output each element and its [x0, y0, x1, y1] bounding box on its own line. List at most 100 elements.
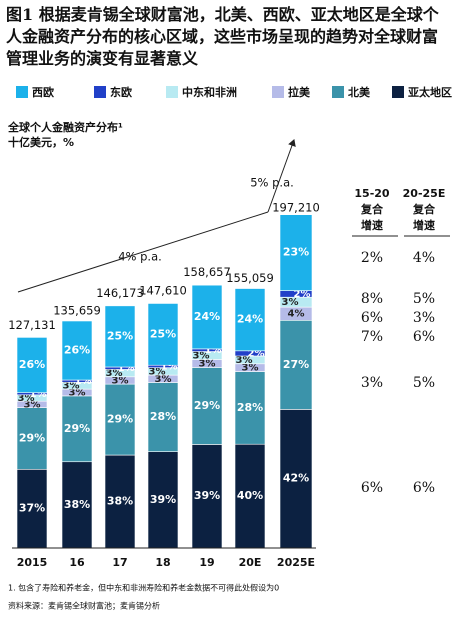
table-header: 复合 [412, 202, 436, 216]
legend-swatch [16, 86, 28, 98]
data-label: 2% [294, 289, 311, 300]
bar-segment [279, 214, 313, 291]
x-tick-label: 20E [239, 556, 262, 569]
data-label: 3% [69, 388, 86, 399]
bar-segment [234, 371, 266, 445]
table-header: 20-25E [403, 187, 446, 200]
table-cell: 2% [361, 250, 383, 266]
data-label: 26% [19, 358, 45, 371]
data-label: 42% [283, 472, 309, 485]
data-label: 3% [155, 374, 172, 385]
data-label: 29% [19, 431, 45, 444]
table-cell: 4% [413, 250, 435, 266]
table-header: 增速 [361, 218, 383, 232]
data-label: 29% [107, 413, 133, 426]
data-label: 4% [288, 309, 305, 320]
table-cell: 6% [361, 310, 383, 326]
data-label: 28% [150, 410, 176, 423]
x-tick-label: 19 [199, 556, 214, 569]
data-label: 3% [24, 399, 41, 410]
data-label: 2% [248, 348, 265, 359]
data-label: 24% [194, 310, 220, 323]
data-label: 3% [242, 363, 259, 374]
table-header: 15-20 [354, 187, 390, 200]
total-label: 158,657 [183, 265, 231, 279]
data-label: 23% [283, 246, 309, 259]
bar-segment [61, 395, 93, 463]
x-tick-label: 16 [69, 556, 85, 569]
data-label: 26% [64, 344, 90, 357]
trend-arrow [17, 211, 269, 293]
chart-title: 图1 根据麦肯锡全球财富池，北美、西欧、亚太地区是全球个人金融资产分布的核心区域… [6, 5, 439, 68]
data-label: 25% [150, 327, 176, 340]
legend-label: 东欧 [110, 85, 132, 99]
data-label: 39% [150, 493, 176, 506]
data-label: 3% [193, 351, 210, 362]
table-cell: 5% [413, 291, 435, 307]
data-label: 3% [236, 355, 253, 366]
data-label: 1% [205, 345, 222, 356]
table-header: 复合 [360, 202, 384, 216]
bar-segment [279, 409, 313, 549]
data-label: 38% [64, 498, 90, 511]
legend-swatch [332, 86, 344, 98]
data-label: 3% [149, 366, 166, 377]
table-cell: 3% [413, 310, 435, 326]
x-tick-label: 17 [112, 556, 127, 569]
table-cell: 5% [413, 375, 435, 391]
bar-segment [147, 303, 179, 366]
table-cell: 6% [361, 480, 383, 496]
trend-arrow [267, 139, 296, 213]
data-label: 24% [237, 313, 263, 326]
footnote: 1. 包含了寿险和养老金，但中东和非洲寿险和养老金数据不可得此处假设为0 [8, 583, 279, 593]
bar-segment [104, 305, 136, 368]
data-label: 39% [194, 489, 220, 502]
bar-segment [61, 320, 93, 381]
data-label: 37% [19, 502, 45, 515]
bar-segment [191, 444, 223, 549]
table-cell: 6% [413, 329, 435, 345]
data-label: 1% [75, 376, 92, 387]
bar-segment [16, 337, 48, 394]
data-label: 40% [237, 489, 263, 502]
total-label: 135,659 [53, 303, 101, 317]
total-label: 197,210 [272, 201, 320, 215]
x-tick-label: 18 [155, 556, 170, 569]
table-cell: 8% [361, 291, 383, 307]
footnote: 资料来源：麦肯锡全球财富池；麦肯锡分析 [8, 601, 160, 611]
data-label: 1% [161, 361, 178, 372]
data-label: 1% [30, 389, 47, 400]
data-label: 25% [107, 329, 133, 342]
data-label: 29% [194, 399, 220, 412]
table-cell: 7% [361, 329, 383, 345]
table-cell: 6% [413, 480, 435, 496]
legend-swatch [272, 86, 284, 98]
data-label: 3% [63, 381, 80, 392]
bar-segment [191, 367, 223, 445]
data-label: 3% [112, 375, 129, 386]
data-label: 3% [106, 368, 123, 379]
total-label: 155,059 [226, 271, 274, 285]
x-tick-label: 2015 [17, 556, 48, 569]
annotation: 4% p.a. [118, 250, 162, 264]
bar-segment [104, 454, 136, 549]
legend-swatch [94, 86, 106, 98]
total-label: 147,610 [139, 283, 187, 297]
legend-label: 亚太地区 [408, 85, 452, 99]
annotation: 5% p.a. [250, 176, 294, 190]
bar-segment [147, 382, 179, 452]
data-label: 1% [118, 363, 135, 374]
legend-label: 中东和非洲 [182, 85, 237, 99]
legend-label: 北美 [348, 85, 371, 99]
bar-segment [104, 383, 136, 456]
bar-segment [234, 288, 266, 352]
table-cell: 3% [361, 375, 383, 391]
subtitle: 全球个人金融资产分布¹ [7, 120, 123, 134]
data-label: 27% [283, 358, 309, 371]
bar-segment [191, 284, 223, 350]
x-tick-label: 2025E [277, 556, 315, 569]
data-label: 3% [282, 297, 299, 308]
data-label: 3% [18, 393, 35, 404]
